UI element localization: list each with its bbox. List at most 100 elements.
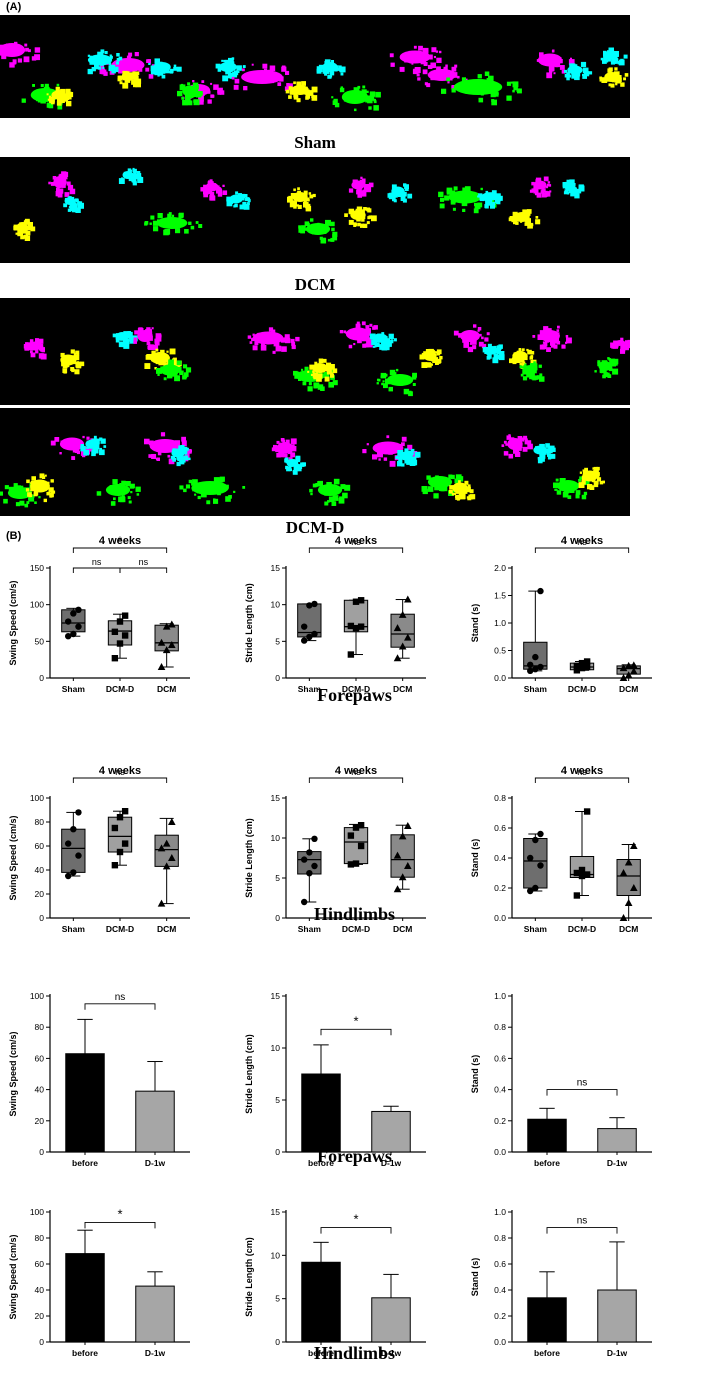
data-point [75, 809, 82, 816]
y-tick-label: 0.6 [494, 823, 506, 833]
x-tick-label: D-1w [381, 1158, 402, 1168]
y-tick-label: 80 [35, 817, 45, 827]
data-point [75, 852, 82, 859]
right-hindpaw-print [179, 476, 246, 505]
data-point [630, 842, 638, 849]
box-sham [523, 830, 548, 895]
bar [301, 1073, 341, 1153]
y-tick-label: 5 [275, 1294, 280, 1304]
bar [65, 1053, 105, 1153]
x-tick-label: DCM-D [342, 684, 370, 694]
data-point [301, 856, 308, 863]
x-tick-label: Sham [524, 684, 548, 694]
right-forepaw-print [87, 49, 123, 75]
right-hindpaw-print [553, 476, 590, 500]
y-axis-label: Stride Length (cm) [244, 818, 254, 898]
x-tick-label: DCM-D [106, 684, 134, 694]
bar [371, 1110, 411, 1153]
left-forepaw-print [99, 52, 158, 81]
right-hindpaw-print [298, 218, 338, 244]
x-tick-label: before [72, 1158, 98, 1168]
box-sham [61, 606, 86, 640]
bracket-line [308, 777, 404, 783]
x-tick-label: before [72, 1348, 98, 1358]
y-tick-label: 0 [275, 1337, 280, 1347]
significance-bracket: * [320, 1212, 392, 1234]
y-tick-label: 100 [30, 600, 44, 610]
significance-bracket: ns [119, 557, 168, 573]
data-point [162, 839, 171, 847]
box-dcm-d [569, 658, 595, 674]
y-tick-label: 2.0 [494, 563, 506, 573]
y-tick-label: 100 [30, 991, 44, 1001]
data-point [527, 854, 534, 862]
data-point [404, 862, 412, 869]
right-forepaw-print [215, 57, 246, 82]
x-tick-label: Sham [524, 924, 548, 934]
data-point [573, 892, 581, 899]
y-tick-label: 0 [39, 1337, 44, 1347]
footprint-strip-2 [0, 157, 630, 263]
footprint-strip-sham [0, 15, 630, 118]
left-hindpaw-print [344, 206, 377, 228]
left-hindpaw-print [448, 480, 476, 501]
data-point [624, 661, 633, 669]
left-forepaw-print [231, 63, 293, 92]
y-tick-label: 0.0 [494, 673, 506, 683]
x-tick-label: Sham [62, 924, 86, 934]
bar-before [527, 1271, 567, 1343]
bracket-line [320, 1028, 392, 1036]
bar-before [65, 1229, 105, 1343]
bracket-line [84, 1003, 156, 1010]
left-forepaw-print [200, 179, 228, 201]
left-forepaw-print [416, 64, 468, 90]
left-hindpaw-print [287, 187, 316, 212]
significance-bracket: * [320, 1013, 392, 1036]
y-tick-label: 5 [275, 1095, 280, 1105]
data-point [352, 860, 360, 867]
y-tick-label: 0.0 [494, 1147, 506, 1157]
data-point [116, 640, 124, 647]
box-chart-3: 4 weeks 0 20 40 60 80 100 Swing Speed (cm/s) Sha… [0, 748, 700, 953]
right-forepaw-print [600, 47, 628, 66]
box-dcm [154, 817, 179, 907]
data-point [116, 618, 124, 625]
box-sham [61, 809, 86, 880]
data-point [532, 666, 539, 673]
left-forepaw-print [0, 41, 41, 68]
data-point [352, 624, 360, 632]
chart-title: 4 weeks [335, 765, 377, 777]
y-tick-label: 60 [35, 841, 45, 851]
data-point [624, 858, 633, 866]
chart-title: 4 weeks [99, 535, 141, 547]
data-point [70, 869, 77, 876]
bar [527, 1297, 567, 1343]
y-axis-label: Swing Speed (cm/s) [8, 1031, 18, 1116]
significance-bracket: ns [534, 767, 630, 783]
data-point [583, 663, 591, 671]
significance-bracket: ns [546, 1216, 618, 1234]
y-tick-label: 1.0 [494, 1207, 506, 1217]
y-axis-label: Stand (s) [470, 1055, 480, 1094]
y-axis-label: Stand (s) [470, 839, 480, 878]
data-point [75, 623, 82, 630]
y-tick-label: 60 [35, 1259, 45, 1269]
bar-chart-9: 0 20 40 60 80 100 Swing Speed (cm/s) before D-1w… [0, 1182, 700, 1377]
left-forepaw-print [501, 434, 533, 459]
data-point [537, 663, 544, 671]
bar-chart-10: 0 5 10 15 Stride Length (cm) before D-1w * [0, 1182, 700, 1377]
data-point [527, 667, 534, 675]
y-tick-label: 80 [35, 1022, 45, 1032]
right-hindpaw-print [156, 359, 192, 382]
y-tick-label: 0.5 [494, 646, 506, 656]
box-chart-4: 4 weeks 0 5 10 15 Stride Length (cm) Sham DCM-D… [0, 748, 700, 953]
significance-label: ns [577, 767, 587, 777]
bracket-line [534, 777, 630, 783]
data-point [157, 638, 166, 646]
bar-before [301, 1241, 341, 1343]
y-tick-label: 0.4 [494, 853, 506, 863]
data-point [532, 884, 539, 892]
y-tick-label: 0.6 [494, 1259, 506, 1269]
data-point [347, 861, 355, 868]
x-tick-label: DCM-D [106, 924, 134, 934]
